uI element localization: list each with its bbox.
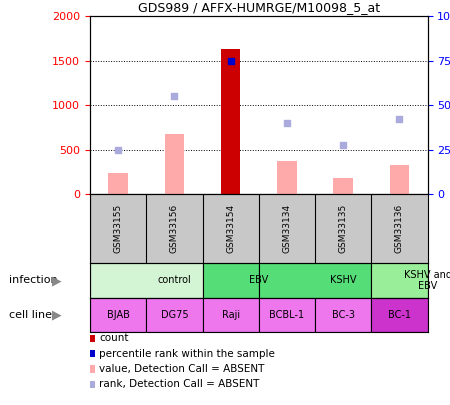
- Bar: [259, 298, 315, 332]
- Point: [227, 58, 234, 64]
- Text: percentile rank within the sample: percentile rank within the sample: [99, 349, 275, 358]
- Bar: [90, 263, 202, 298]
- Point: [114, 147, 122, 153]
- Point: [339, 142, 346, 149]
- Bar: [371, 298, 428, 332]
- Point: [284, 120, 291, 126]
- Text: ▶: ▶: [52, 274, 61, 287]
- Text: cell line: cell line: [9, 310, 52, 320]
- Text: GSM33136: GSM33136: [395, 204, 404, 254]
- Text: KSHV and
EBV: KSHV and EBV: [404, 270, 450, 291]
- Text: BCBL-1: BCBL-1: [269, 310, 305, 320]
- Text: infection: infection: [9, 275, 58, 286]
- Text: BJAB: BJAB: [107, 310, 130, 320]
- Bar: [108, 173, 128, 194]
- Bar: [165, 134, 184, 194]
- Text: GSM33134: GSM33134: [283, 204, 292, 254]
- Text: value, Detection Call = ABSENT: value, Detection Call = ABSENT: [99, 364, 265, 374]
- Bar: [146, 298, 202, 332]
- Bar: [202, 298, 259, 332]
- Text: GSM33155: GSM33155: [113, 204, 122, 254]
- Text: Raji: Raji: [221, 310, 240, 320]
- Bar: [259, 263, 371, 298]
- Text: GSM33154: GSM33154: [226, 204, 235, 254]
- Bar: [221, 49, 240, 194]
- Text: BC-3: BC-3: [332, 310, 355, 320]
- Point: [171, 93, 178, 100]
- Text: EBV: EBV: [249, 275, 268, 286]
- Title: GDS989 / AFFX-HUMRGE/M10098_5_at: GDS989 / AFFX-HUMRGE/M10098_5_at: [138, 1, 380, 14]
- Bar: [333, 178, 353, 194]
- Bar: [277, 162, 297, 194]
- Bar: [371, 263, 428, 298]
- Text: ▶: ▶: [52, 308, 61, 322]
- Text: rank, Detection Call = ABSENT: rank, Detection Call = ABSENT: [99, 379, 260, 389]
- Text: control: control: [158, 275, 191, 286]
- Text: GSM33156: GSM33156: [170, 204, 179, 254]
- Bar: [390, 165, 409, 194]
- Text: DG75: DG75: [161, 310, 188, 320]
- Point: [396, 115, 403, 122]
- Bar: [202, 263, 259, 298]
- Text: count: count: [99, 333, 129, 343]
- Text: KSHV: KSHV: [330, 275, 356, 286]
- Bar: [315, 298, 371, 332]
- Text: GSM33135: GSM33135: [338, 204, 347, 254]
- Text: BC-1: BC-1: [388, 310, 411, 320]
- Bar: [90, 298, 146, 332]
